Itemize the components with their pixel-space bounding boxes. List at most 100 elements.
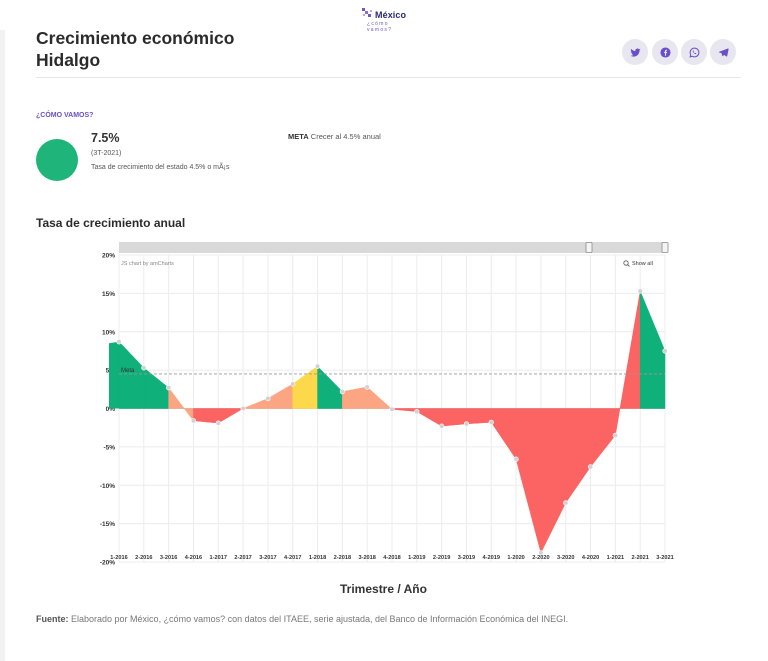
- data-point[interactable]: [314, 363, 321, 369]
- area-segment: [317, 365, 343, 409]
- x-tick-label: 2-2019: [433, 555, 450, 561]
- x-tick-label: 3-2019: [458, 555, 475, 561]
- share-telegram-button[interactable]: [710, 39, 736, 65]
- data-point[interactable]: [290, 381, 296, 387]
- x-tick-label: 1-2020: [507, 555, 524, 561]
- data-point[interactable]: [265, 395, 271, 402]
- data-point[interactable]: [587, 464, 594, 470]
- x-tick-label: 2-2021: [631, 555, 648, 561]
- chart-credit[interactable]: JS chart by amCharts: [121, 261, 174, 267]
- page-title-line2: Hidalgo: [36, 50, 101, 70]
- x-tick-label: 1-2017: [210, 555, 227, 561]
- x-tick-label: 2-2020: [532, 555, 549, 561]
- x-tick-label: 4-2019: [483, 555, 500, 561]
- data-point[interactable]: [439, 423, 445, 429]
- scrollbar-handle-left[interactable]: [585, 242, 593, 253]
- kpi-value: 7.5%: [91, 131, 120, 145]
- kpi-description: Tasa de crecimiento del estado 4.5% o mÃ…: [91, 164, 230, 171]
- y-tick-label: 10%: [102, 329, 115, 336]
- zoom-icon: [623, 260, 629, 266]
- data-point[interactable]: [364, 384, 370, 390]
- telegram-icon: [718, 47, 729, 57]
- chart-heading: Tasa de crecimiento anual: [36, 216, 186, 230]
- y-tick-label: -5%: [103, 444, 115, 451]
- logo-tagline: ¿cómo vamos?: [367, 21, 393, 33]
- data-point[interactable]: [488, 419, 494, 425]
- x-tick-label: 4-2016: [185, 555, 202, 561]
- x-tick-label: 4-2017: [284, 555, 301, 561]
- area-segment: [168, 387, 194, 422]
- area-segment: [242, 398, 269, 409]
- x-tick-label: 1-2019: [408, 555, 425, 561]
- area-segment: [441, 408, 467, 427]
- whatsapp-icon: [688, 47, 699, 58]
- data-point[interactable]: [612, 432, 618, 438]
- area-segment: [118, 341, 145, 409]
- data-point[interactable]: [339, 389, 345, 395]
- area-segment: [366, 386, 393, 410]
- area-segment: [466, 408, 492, 425]
- data-point[interactable]: [513, 456, 519, 462]
- data-point[interactable]: [141, 365, 147, 371]
- data-point[interactable]: [637, 288, 643, 294]
- area-segment: [540, 408, 566, 553]
- data-point[interactable]: [116, 339, 122, 345]
- area-segment: [193, 408, 219, 424]
- data-point[interactable]: [166, 385, 172, 391]
- meta-goal: META Crecer al 4.5% anual: [288, 132, 381, 141]
- meta-goal-label: META: [288, 132, 309, 141]
- meta-label: Meta: [121, 368, 135, 374]
- y-tick-label: -20%: [100, 560, 115, 567]
- y-tick-label: 15%: [102, 291, 115, 298]
- area-segment: [515, 408, 542, 553]
- chart-scrollbar[interactable]: [119, 242, 665, 253]
- y-tick-label: 20%: [102, 253, 115, 260]
- y-tick-label: 0%: [106, 406, 116, 413]
- source-note: Fuente: Elaborado por México, ¿cómo vamo…: [36, 614, 568, 624]
- share-whatsapp-button[interactable]: [681, 39, 707, 65]
- kpi-heading: ¿CÓMO VAMOS?: [36, 112, 94, 119]
- data-point[interactable]: [215, 420, 221, 426]
- show-all-button[interactable]: Show all: [623, 260, 653, 267]
- page-title: Crecimiento económico Hidalgo: [36, 27, 336, 71]
- data-point[interactable]: [463, 421, 470, 427]
- area-segment: [565, 408, 591, 504]
- y-tick-label: -10%: [100, 483, 115, 490]
- share-facebook-button[interactable]: [652, 39, 678, 65]
- scrollbar-handle-right[interactable]: [661, 242, 669, 253]
- x-tick-label: 2-2018: [334, 555, 351, 561]
- area-segment: [267, 383, 293, 409]
- x-tick-label: 3-2017: [259, 555, 276, 561]
- left-sidebar-edge: [0, 30, 5, 661]
- area-segment: [491, 408, 517, 460]
- x-tick-label: 3-2021: [656, 555, 673, 561]
- area-segment: [615, 291, 641, 436]
- brand-logo[interactable]: México ¿cómo vamos?: [361, 6, 411, 33]
- data-point[interactable]: [563, 500, 569, 506]
- data-point[interactable]: [538, 550, 544, 556]
- x-tick-label: 2-2017: [234, 555, 251, 561]
- source-label: Fuente:: [36, 614, 69, 624]
- data-point[interactable]: [389, 406, 395, 412]
- source-text: Elaborado por México, ¿cómo vamos? con d…: [71, 614, 569, 624]
- header-divider: [36, 77, 741, 78]
- area-segment: [109, 341, 119, 409]
- facebook-icon: [659, 46, 671, 58]
- data-point[interactable]: [662, 348, 668, 354]
- data-point[interactable]: [414, 408, 420, 415]
- meta-goal-text: Crecer al 4.5% anual: [310, 132, 381, 141]
- data-point[interactable]: [190, 418, 197, 424]
- page-title-line1: Crecimiento económico: [36, 28, 235, 48]
- share-twitter-button[interactable]: [622, 39, 648, 65]
- x-tick-label: 4-2020: [582, 555, 599, 561]
- area-segment: [590, 408, 616, 468]
- status-indicator: [36, 139, 78, 181]
- area-segment: [218, 408, 245, 424]
- logo-mark-icon: [362, 8, 372, 17]
- area-segment: [416, 408, 442, 427]
- x-axis-title: Trimestre / Año: [340, 582, 427, 596]
- area-segment: [292, 365, 318, 409]
- x-tick-label: 1-2021: [607, 555, 624, 561]
- data-point[interactable]: [240, 405, 246, 412]
- kpi-period: (3T-2021): [91, 150, 122, 157]
